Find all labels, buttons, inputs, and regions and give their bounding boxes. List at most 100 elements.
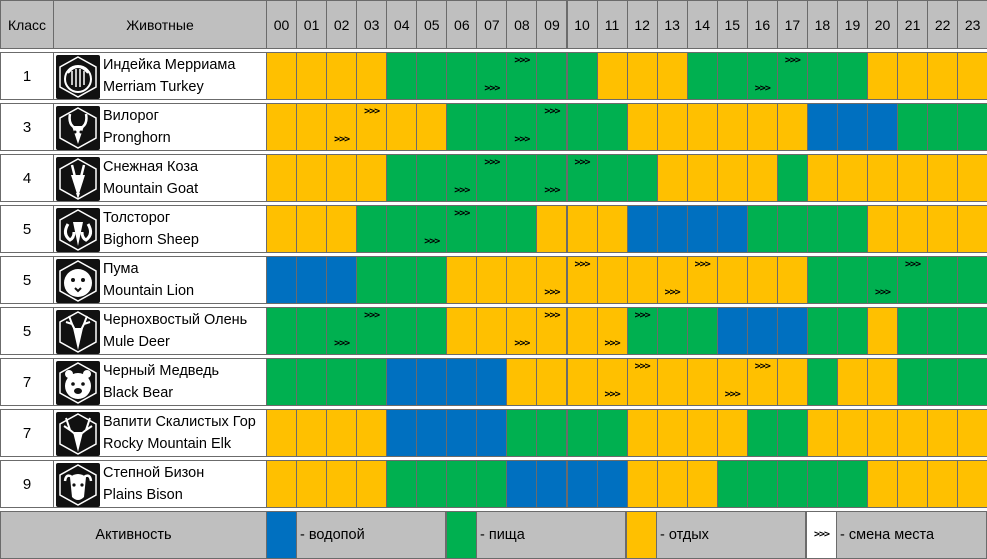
hour-cell-feed bbox=[566, 52, 598, 100]
hour-cell-rest bbox=[927, 52, 959, 100]
class-cell: 5 bbox=[0, 256, 54, 304]
hour-cell-feed: >>> bbox=[536, 103, 568, 151]
animal-name-ru: Вапити Скалистых Гор bbox=[103, 413, 256, 430]
animal-name-en: Pronghorn bbox=[103, 129, 171, 146]
hour-cell-rest bbox=[776, 358, 808, 406]
class-cell: 3 bbox=[0, 103, 54, 151]
hour-cell-water bbox=[386, 409, 418, 457]
hour-cell-rest bbox=[476, 256, 508, 304]
hour-cell-rest bbox=[746, 154, 778, 202]
hour-cell-rest bbox=[356, 52, 388, 100]
animal-name-ru: Пума bbox=[103, 260, 139, 277]
animal-name-en: Mountain Lion bbox=[103, 282, 195, 299]
hour-cell-feed bbox=[386, 307, 418, 355]
animal-name-ru: Черный Медведь bbox=[103, 362, 220, 379]
animal-cell: Чернохвостый Олень Mule Deer bbox=[53, 307, 267, 355]
animal-name-ru: Индейка Мерриама bbox=[103, 56, 236, 73]
header-hour: 16 bbox=[746, 0, 778, 49]
hour-cell-feed bbox=[776, 205, 808, 253]
animal-name-en: Mule Deer bbox=[103, 333, 170, 350]
move-marker: >>> bbox=[724, 389, 741, 400]
hour-cell-feed bbox=[776, 154, 808, 202]
header-hour: 19 bbox=[836, 0, 868, 49]
header-hour: 22 bbox=[927, 0, 959, 49]
hour-cell-rest bbox=[686, 358, 718, 406]
class-cell: 9 bbox=[0, 460, 54, 508]
hour-cell-feed bbox=[596, 154, 628, 202]
hour-cell-rest bbox=[296, 409, 328, 457]
hour-cell-rest: >>> bbox=[356, 103, 388, 151]
legend-title: Активность bbox=[0, 511, 267, 559]
header-hour: 09 bbox=[536, 0, 568, 49]
move-marker: >>> bbox=[574, 259, 590, 270]
legend-label-water: - водопой bbox=[296, 511, 446, 559]
animal-cell: Толсторог Bighorn Sheep bbox=[53, 205, 267, 253]
header-hour: 12 bbox=[626, 0, 658, 49]
hour-cell-water bbox=[626, 205, 658, 253]
hour-cell-rest bbox=[446, 307, 478, 355]
hour-cell-feed: >>> bbox=[536, 154, 568, 202]
hour-cell-feed bbox=[596, 409, 628, 457]
animal-name-en: Rocky Mountain Elk bbox=[103, 435, 232, 452]
hour-cell-water bbox=[716, 307, 748, 355]
hour-cell-rest bbox=[716, 256, 748, 304]
move-marker: >>> bbox=[454, 208, 470, 219]
header-hour: 18 bbox=[806, 0, 838, 49]
animal-cell: Вилорог Pronghorn bbox=[53, 103, 267, 151]
animal-name-en: Bighorn Sheep bbox=[103, 231, 199, 248]
hour-cell-rest bbox=[927, 409, 959, 457]
animal-name-en: Black Bear bbox=[103, 384, 174, 401]
animal-names: Степной Бизон Plains Bison bbox=[103, 462, 264, 506]
hour-cell-rest: >>> bbox=[536, 307, 568, 355]
hour-cell-feed bbox=[686, 307, 718, 355]
hour-cell-feed bbox=[836, 52, 868, 100]
hour-cell-feed bbox=[506, 154, 538, 202]
header-hour: 07 bbox=[476, 0, 508, 49]
move-marker: >>> bbox=[364, 106, 380, 117]
hour-cell-rest bbox=[927, 154, 959, 202]
hour-cell-feed bbox=[476, 205, 508, 253]
hour-cell-feed bbox=[356, 358, 388, 406]
hour-cell-feed bbox=[897, 307, 929, 355]
hour-cell-rest bbox=[266, 154, 298, 202]
hour-cell-water bbox=[446, 409, 478, 457]
hour-cell-feed bbox=[596, 103, 628, 151]
animal-names: Снежная Коза Mountain Goat bbox=[103, 156, 264, 200]
hour-cell-feed bbox=[446, 460, 478, 508]
hour-cell-rest bbox=[716, 154, 748, 202]
hour-cell-water bbox=[416, 409, 448, 457]
hour-cell-feed: >>> bbox=[446, 154, 478, 202]
hour-cell-rest bbox=[746, 103, 778, 151]
move-marker: >>> bbox=[514, 338, 530, 349]
hour-cell-feed bbox=[296, 307, 328, 355]
hour-cell-rest bbox=[686, 409, 718, 457]
hour-cell-feed bbox=[836, 307, 868, 355]
hour-cell-feed bbox=[266, 358, 298, 406]
turkey-icon bbox=[56, 55, 100, 99]
hour-cell-water bbox=[686, 205, 718, 253]
hour-cell-rest bbox=[506, 256, 538, 304]
hour-cell-rest: >>> bbox=[536, 256, 568, 304]
animal-name-ru: Снежная Коза bbox=[103, 158, 199, 175]
animal-names: Пума Mountain Lion bbox=[103, 258, 264, 302]
hour-cell-feed bbox=[776, 460, 808, 508]
animal-names: Черный Медведь Black Bear bbox=[103, 360, 264, 404]
hour-cell-rest bbox=[566, 307, 598, 355]
hour-cell-feed: >>> bbox=[476, 52, 508, 100]
animal-name-ru: Чернохвостый Олень bbox=[103, 311, 248, 328]
header-hour: 21 bbox=[897, 0, 929, 49]
hour-cell-feed: >>> bbox=[566, 154, 598, 202]
hour-cell-rest: >>> bbox=[596, 358, 628, 406]
header-hour: 10 bbox=[566, 0, 598, 49]
animal-name-ru: Степной Бизон bbox=[103, 464, 205, 481]
hour-cell-rest bbox=[927, 205, 959, 253]
hour-cell-feed bbox=[386, 460, 418, 508]
move-marker: >>> bbox=[634, 310, 651, 321]
deer-icon bbox=[56, 310, 100, 354]
hour-cell-feed bbox=[716, 52, 748, 100]
hour-cell-rest bbox=[656, 154, 688, 202]
hour-cell-feed: >>> bbox=[446, 205, 478, 253]
hour-cell-rest bbox=[776, 256, 808, 304]
hour-cell-feed bbox=[356, 256, 388, 304]
hour-cell-rest bbox=[266, 52, 298, 100]
